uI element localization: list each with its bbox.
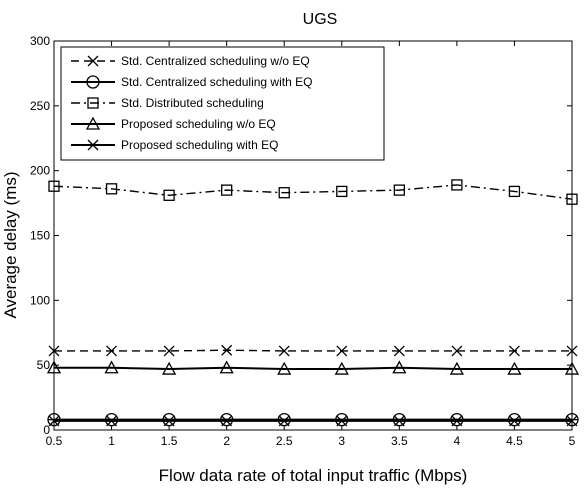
point-marker-triangle — [334, 361, 349, 375]
y-axis: 0 50 100 150 200 250 300 — [30, 34, 572, 437]
point-marker-triangle — [507, 361, 522, 375]
point-marker-x — [278, 415, 290, 427]
y-tick-label: 50 — [37, 358, 51, 372]
point-marker-square — [393, 184, 405, 196]
point-marker-triangle — [277, 361, 292, 375]
point-marker-triangle — [564, 361, 580, 375]
x-tick-label: 3 — [338, 434, 345, 448]
y-tick-label: 300 — [30, 34, 50, 48]
point-marker-x — [566, 415, 578, 427]
series-3 — [48, 179, 578, 205]
point-marker-square — [105, 183, 118, 195]
point-marker-square — [48, 180, 60, 192]
y-tick-label: 0 — [43, 423, 50, 437]
series-line — [53, 184, 573, 200]
series-line — [54, 349, 572, 352]
point-marker-x — [48, 415, 60, 427]
point-marker-square — [451, 179, 463, 191]
point-marker-x — [87, 139, 99, 151]
point-marker-x — [221, 415, 233, 427]
point-marker-x — [451, 415, 463, 427]
x-tick-label: 1.5 — [161, 434, 178, 448]
point-marker-x — [393, 345, 405, 357]
y-tick-label: 250 — [30, 99, 50, 113]
point-marker-square — [336, 185, 348, 198]
legend-item: Proposed scheduling w/o EQ — [71, 116, 276, 131]
point-marker-x — [106, 415, 118, 427]
legend-label: Std. Centralized scheduling with EQ — [121, 75, 312, 89]
point-marker-triangle — [46, 360, 62, 374]
series-2 — [47, 412, 579, 427]
x-tick-label: 1 — [108, 434, 115, 448]
point-marker-triangle — [85, 116, 101, 130]
point-marker-x — [48, 345, 60, 357]
x-axis-title: Flow data rate of total input traffic (M… — [159, 466, 468, 485]
point-marker-triangle — [392, 360, 407, 374]
point-marker-square — [508, 185, 521, 198]
point-marker-x — [87, 55, 99, 67]
series-1 — [48, 344, 578, 357]
x-axis: 0.5 1 1.5 2 2.5 3 3.5 4 4.5 5 — [46, 41, 576, 448]
x-tick-label: 4 — [454, 434, 461, 448]
legend-item: Std. Centralized scheduling w/o EQ — [71, 54, 310, 68]
legend: Std. Centralized scheduling w/o EQ Std. C… — [60, 46, 385, 161]
x-tick-label: 4.5 — [506, 434, 523, 448]
series-4 — [46, 360, 580, 375]
y-tick-label: 100 — [30, 293, 50, 307]
series-layer — [46, 179, 580, 427]
point-marker-square — [163, 189, 175, 201]
chart-title: UGS — [303, 11, 338, 28]
y-tick-label: 200 — [30, 164, 50, 178]
x-tick-label: 5 — [569, 434, 576, 448]
point-marker-x — [508, 345, 520, 357]
point-marker-triangle — [449, 361, 464, 375]
point-marker-x — [163, 415, 175, 427]
point-marker-x — [393, 415, 405, 427]
point-marker-square — [278, 187, 290, 199]
series-5 — [48, 415, 578, 427]
x-tick-label: 3.5 — [391, 434, 408, 448]
x-tick-label: 2 — [223, 434, 230, 448]
y-axis-title: Average delay (ms) — [1, 171, 20, 318]
legend-label: Proposed scheduling w/o EQ — [121, 117, 276, 131]
point-marker-square — [221, 184, 233, 196]
x-tick-label: 0.5 — [46, 434, 63, 448]
point-marker-x — [106, 345, 118, 357]
point-marker-x — [508, 415, 520, 427]
point-marker-triangle — [104, 360, 119, 374]
point-marker-x — [451, 345, 463, 357]
point-marker-x — [336, 345, 348, 357]
point-marker-x — [278, 345, 290, 357]
point-marker-triangle — [219, 360, 234, 374]
point-marker-square — [566, 193, 578, 205]
point-marker-x — [336, 415, 348, 427]
point-marker-x — [566, 345, 578, 357]
legend-item: Std. Centralized scheduling with EQ — [71, 75, 312, 89]
point-marker-x — [163, 345, 175, 357]
legend-label: Std. Centralized scheduling w/o EQ — [121, 54, 310, 68]
point-marker-square — [87, 97, 99, 109]
legend-item: Std. Distributed scheduling — [71, 96, 264, 110]
x-tick-label: 2.5 — [276, 434, 293, 448]
point-marker-x — [221, 344, 233, 356]
point-marker-triangle — [162, 361, 177, 375]
legend-label: Proposed scheduling with EQ — [121, 138, 278, 152]
legend-label: Std. Distributed scheduling — [121, 96, 264, 110]
y-tick-label: 150 — [30, 229, 50, 243]
legend-item: Proposed scheduling with EQ — [71, 138, 278, 152]
series-line — [54, 366, 572, 371]
